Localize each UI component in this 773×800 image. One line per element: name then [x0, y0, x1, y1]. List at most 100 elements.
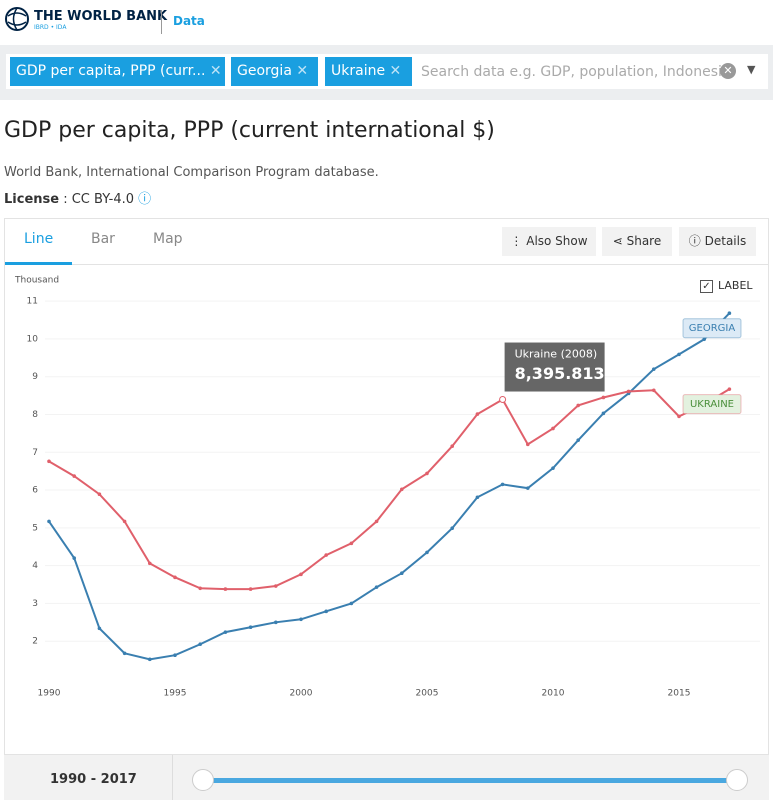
- point: [248, 587, 253, 591]
- search-placeholder[interactable]: Search data e.g. GDP, population, Indone…: [421, 64, 731, 80]
- line: [48, 312, 731, 661]
- chip-text: Georgia: [237, 63, 292, 79]
- point: [499, 396, 507, 404]
- point: [500, 482, 505, 487]
- y-tick-label: 2: [32, 637, 38, 647]
- range-end: 2017: [100, 772, 137, 787]
- action-button[interactable]: ⓘ Details: [679, 227, 756, 256]
- point: [400, 571, 404, 575]
- label-checkbox[interactable]: ✓: [700, 280, 713, 293]
- series-label: UKRAINE: [690, 399, 734, 410]
- point: [173, 653, 177, 657]
- slider-track: [203, 778, 737, 783]
- chip[interactable]: Georgia ✕: [231, 57, 318, 86]
- point: [223, 630, 228, 634]
- range-label: 1990 - 2017: [50, 772, 137, 787]
- point: [274, 620, 278, 625]
- x-tick-label: 1995: [164, 689, 187, 699]
- y-tick-label: 11: [27, 297, 38, 307]
- x-tick-label: 1990: [38, 689, 61, 699]
- tab-indicator: [5, 262, 72, 265]
- series-label: GEORGIA: [689, 323, 736, 334]
- point: [122, 651, 127, 656]
- y-tick-label: 4: [32, 561, 38, 571]
- tab[interactable]: Bar: [91, 231, 115, 247]
- point: [576, 438, 581, 442]
- action-button[interactable]: ⋮ Also Show: [502, 227, 596, 256]
- point: [97, 492, 102, 497]
- brand: THE WORLD BANK: [34, 9, 168, 24]
- point: [72, 474, 76, 478]
- point: [475, 495, 480, 500]
- point: [626, 389, 631, 394]
- divider: [161, 10, 162, 34]
- license: License : CC BY-4.0 ⓘ: [4, 192, 152, 207]
- chip-text: Ukraine: [331, 63, 386, 79]
- section[interactable]: Data: [173, 14, 205, 28]
- chart: Thousand 2 3 4 5 6 7 8 9 10 11 1990 1995 2000 2005 201…: [14, 276, 760, 699]
- tab-divider: [5, 264, 768, 265]
- point: [374, 519, 379, 524]
- slider-handle[interactable]: [192, 769, 214, 791]
- tab[interactable]: Line: [24, 231, 54, 247]
- y-tick-label: 7: [32, 448, 38, 458]
- x-tick-label: 2000: [290, 689, 313, 699]
- x-tick-label: 2010: [542, 689, 565, 699]
- license-value: : CC BY-4.0: [63, 192, 134, 207]
- y-tick-label: 8: [32, 410, 38, 420]
- series-label-box: [682, 318, 742, 339]
- point: [223, 587, 228, 591]
- y-tick-label: 6: [32, 486, 38, 496]
- point: [148, 561, 152, 566]
- point: [425, 471, 429, 476]
- point: [551, 466, 555, 470]
- point: [248, 625, 253, 630]
- y-tick-label: 3: [32, 599, 38, 609]
- point: [374, 585, 379, 589]
- point: [148, 657, 152, 662]
- point: [324, 609, 329, 614]
- point: [727, 387, 732, 391]
- point: [576, 403, 581, 408]
- point: [601, 411, 606, 416]
- divider: [172, 755, 173, 800]
- point: [97, 626, 102, 631]
- point: [551, 426, 555, 431]
- tab[interactable]: Map: [153, 231, 183, 247]
- point: [677, 414, 681, 419]
- point: [400, 487, 404, 492]
- point: [349, 541, 354, 546]
- tooltip-title: Ukraine (2008): [515, 348, 598, 361]
- point: [122, 519, 127, 524]
- x-tick-label: 2005: [416, 689, 439, 699]
- line: [48, 388, 730, 591]
- chip[interactable]: Ukraine ✕: [325, 57, 412, 86]
- label-toggle: LABEL: [718, 279, 753, 292]
- point: [173, 575, 177, 580]
- point: [425, 550, 429, 555]
- source: World Bank, International Comparison Pro…: [4, 165, 379, 180]
- slider-handle[interactable]: [726, 769, 748, 791]
- y-tick-label: 5: [32, 523, 38, 533]
- action-button[interactable]: ⋖ Share: [602, 227, 672, 256]
- range-separator: -: [90, 772, 97, 787]
- license-label: License: [4, 192, 60, 207]
- point: [652, 388, 656, 393]
- chip[interactable]: GDP per capita, PPP (curr... ✕: [10, 57, 225, 86]
- y-tick-label: 9: [32, 372, 38, 382]
- range-bar: [4, 755, 769, 800]
- y-tick-label: 10: [27, 334, 39, 344]
- indicator-title: GDP per capita, PPP (current internation…: [4, 118, 495, 143]
- clear-button[interactable]: ✕: [720, 63, 736, 79]
- action-text: Share: [626, 234, 662, 248]
- action-text: Details: [704, 234, 747, 248]
- dropdown-caret[interactable]: ▼: [747, 63, 756, 76]
- x-tick-label: 2015: [668, 689, 691, 699]
- point: [702, 337, 707, 342]
- point: [526, 486, 530, 490]
- series-label-box: [682, 394, 742, 415]
- point: [274, 584, 278, 588]
- range-start: 1990: [50, 772, 87, 787]
- brand-sub: IBRD • IDA: [34, 24, 67, 31]
